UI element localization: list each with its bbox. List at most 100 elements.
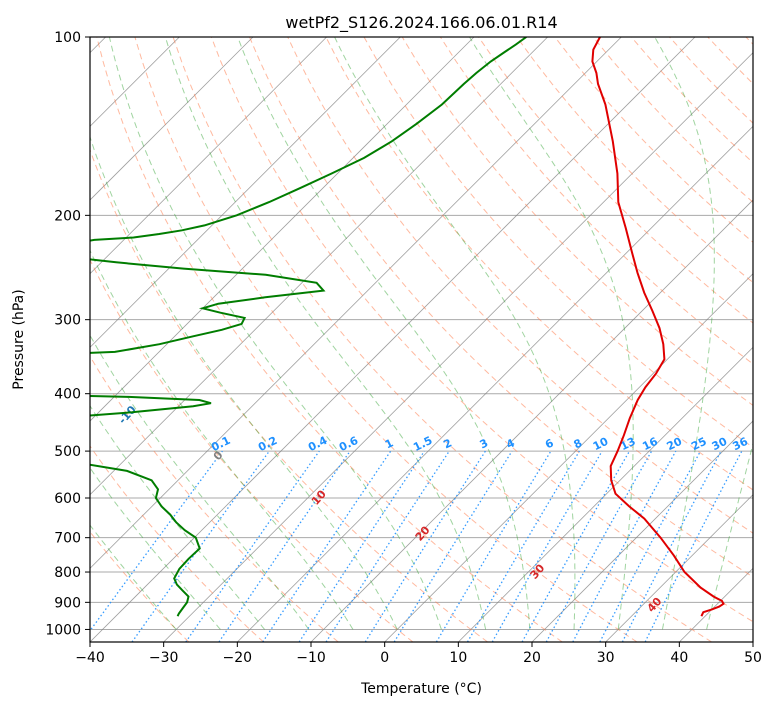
y-tick-label: 100 (54, 30, 81, 46)
moist-adiabat-line (164, 37, 487, 630)
dry-adiabat-line (249, 37, 753, 578)
moist-adiabat-line (469, 37, 634, 630)
dry-adiabat-label: -20 (31, 358, 54, 382)
dry-adiabat-label: -10 (116, 403, 139, 427)
y-tick-label: 700 (54, 531, 81, 547)
mixing-ratio-lines (90, 450, 743, 642)
x-tick-label: −30 (149, 650, 179, 666)
isotherm-line (384, 273, 753, 642)
isotherm-line (237, 125, 753, 642)
dry-adiabat-line (172, 37, 712, 642)
dry-adiabat-line (90, 445, 264, 642)
mixing-ratio-line (466, 450, 580, 642)
y-axis: 1000 900 800 700 600 500 400 300 200 100 (45, 30, 90, 638)
mixing-ratio-label: 4 (504, 436, 517, 451)
mixing-ratio-line (185, 450, 320, 642)
dry-adiabat-line (325, 37, 753, 491)
moist-adiabat-line (90, 135, 398, 630)
mixing-ratio-line (325, 450, 450, 642)
x-tick-label: 20 (523, 650, 541, 666)
moist-adiabat-line (108, 37, 442, 630)
x-tick-label: −10 (296, 650, 326, 666)
mixing-ratio-line (521, 450, 631, 642)
isotherm-line (90, 37, 622, 569)
x-tick-label: 50 (744, 650, 762, 666)
dry-adiabat-label: 40 (645, 595, 665, 615)
mixing-ratio-label: 25 (689, 435, 708, 453)
y-axis-label: Pressure (hPa) (11, 289, 27, 389)
y-tick-label: 800 (54, 565, 81, 581)
moist-adiabat-line (90, 404, 265, 630)
dry-adiabat-label: 30 (528, 561, 548, 581)
isotherms (90, 37, 753, 642)
moist-adiabat-line (90, 467, 221, 630)
isotherm-line (531, 420, 753, 642)
temperature-profile-line (591, 37, 725, 617)
mixing-ratio-line (262, 450, 392, 642)
mixing-ratio-label: 30 (710, 435, 730, 454)
dry-adiabats (90, 37, 753, 642)
x-tick-label: 10 (449, 650, 467, 666)
isotherm-line (90, 37, 327, 275)
dry-adiabat-line (90, 355, 339, 642)
dry-adiabat-line (707, 37, 753, 85)
moist-adiabat-line (654, 37, 715, 630)
dry-adiabat-label: 20 (413, 523, 433, 543)
mixing-ratio-label: 36 (731, 435, 751, 454)
dry-adiabat-line (478, 37, 753, 324)
isotherm-line (163, 52, 753, 642)
isotherm-line (90, 37, 696, 642)
dry-adiabat-line (592, 37, 753, 203)
mixing-ratio-label: 2 (441, 436, 454, 451)
isotherm-line (90, 37, 475, 422)
isotherm-line (458, 346, 753, 642)
dry-adiabat-line (90, 258, 414, 642)
y-tick-label: 400 (54, 387, 81, 403)
moist-adiabat-line (90, 334, 310, 630)
pressure-gridlines (90, 37, 753, 630)
isotherm-line (605, 494, 753, 642)
mixing-ratio-label: 6 (543, 436, 556, 451)
dry-adiabat-line (96, 37, 563, 642)
isotherm-line (90, 37, 548, 496)
isotherm-line (310, 199, 753, 642)
dry-adiabat-line (669, 37, 753, 124)
x-tick-label: −20 (223, 650, 253, 666)
y-tick-label: 500 (54, 444, 81, 460)
mixing-ratio-line (644, 450, 743, 642)
moist-adiabats (90, 37, 753, 630)
mixing-ratio-label: 10 (591, 435, 611, 454)
dry-adiabat-line (439, 37, 753, 365)
mixing-ratio-line (545, 450, 653, 642)
isotherm-line (90, 37, 401, 348)
x-axis: −40 −30 −20 −10 0 10 20 30 40 50 (75, 642, 762, 666)
dry-adiabat-line (134, 37, 638, 642)
x-tick-label: 30 (597, 650, 615, 666)
mixing-ratio-line (435, 450, 552, 642)
y-tick-label: 300 (54, 313, 81, 329)
isopleth-labels: 0.10.20.40.611.52346810131620253036-100-… (31, 358, 751, 615)
dry-adiabat-line (554, 37, 753, 243)
dry-adiabat-line (90, 148, 488, 642)
moist-adiabat-line (90, 249, 354, 630)
dry-adiabat-line (90, 531, 190, 642)
y-tick-label: 900 (54, 595, 81, 611)
mixing-ratio-line (572, 450, 677, 642)
x-tick-label: 0 (380, 650, 389, 666)
x-tick-label: −40 (75, 650, 105, 666)
y-tick-label: 200 (54, 208, 81, 224)
y-tick-label: 600 (54, 491, 81, 507)
mixing-ratio-line (364, 450, 486, 642)
mixing-ratio-line (90, 450, 223, 632)
mixing-ratio-line (393, 450, 513, 642)
mixing-ratio-line (298, 450, 425, 642)
dry-adiabat-line (516, 37, 753, 284)
isotherm-line (752, 641, 753, 642)
mixing-ratio-line (218, 450, 351, 642)
mixing-ratio-label: 16 (640, 435, 660, 454)
x-tick-label: 40 (670, 650, 688, 666)
moist-adiabat-line (334, 37, 576, 630)
isotherm-line (679, 567, 753, 642)
mixing-ratio-line (131, 450, 270, 642)
